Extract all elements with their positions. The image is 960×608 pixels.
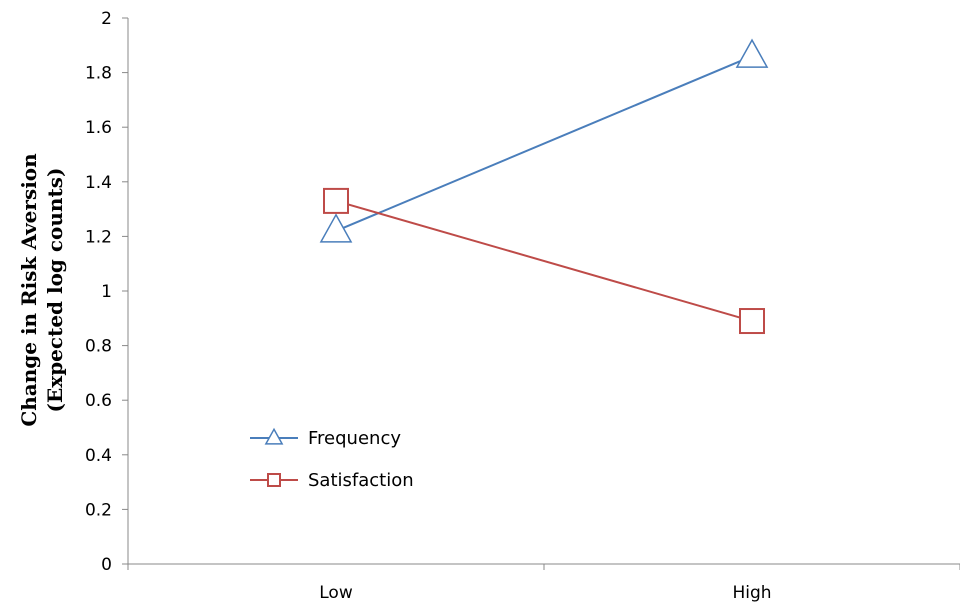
y-axis-title-line2: (Expected log counts) [43,168,67,413]
x-tick-label: Low [319,583,353,603]
data-point-satisfaction-high [739,308,765,335]
legend-swatch-marker [264,427,284,445]
series-line-frequency [335,55,753,232]
legend-item-frequency: Frequency [250,427,401,449]
data-point-satisfaction-low [323,187,349,214]
x-tick-label: High [732,583,771,603]
y-tick-label: 0.4 [85,446,112,466]
series-frequency [319,38,769,243]
y-tick-label: 1.2 [85,227,112,247]
legend-item-satisfaction: Satisfaction [250,470,414,491]
y-tick-label: 1.6 [85,118,112,138]
legend-label: Satisfaction [308,470,414,491]
y-tick-label: 1.4 [85,173,112,193]
legend: Frequency Satisfaction [250,427,414,491]
legend-label: Frequency [308,428,401,449]
y-tick-label: 0.2 [85,500,112,520]
y-tick-label: 0 [101,555,112,575]
y-axis-title: Change in Risk Aversion (Expected log co… [17,153,67,427]
y-tick-label: 0.6 [85,391,112,411]
y-tick-label: 1 [101,282,112,302]
y-tick-label: 0.8 [85,337,112,357]
data-point-frequency-high [735,38,769,68]
series-line-satisfaction [335,199,753,322]
data-point-frequency-low [319,213,353,243]
x-ticks: Low High [127,564,960,603]
y-ticks: 0 0.2 0.4 0.6 0.8 1 1.2 1.4 1.6 1.8 2 [85,9,128,575]
legend-swatch-marker [267,473,281,487]
y-tick-label: 2 [101,9,112,29]
y-tick-label: 1.8 [85,64,112,84]
series-layer [319,38,769,335]
series-satisfaction [323,187,765,335]
y-axis-title-line1: Change in Risk Aversion [17,153,41,427]
